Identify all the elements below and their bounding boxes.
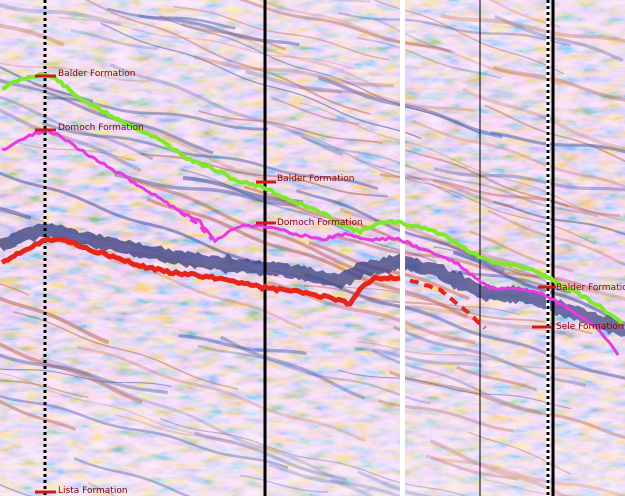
lista-horizon-line[interactable] (0, 236, 401, 307)
formation-label: Lista Formation (58, 486, 128, 496)
formation-label: Balder Formation (58, 69, 135, 79)
well-2-markers: Balder Formation Domoch Formation (256, 174, 363, 228)
well-1-markers: Balder Formation Domoch Formation Lista … (35, 69, 144, 496)
well-3-markers: Balder Formation Sele Formation (532, 283, 625, 332)
formation-label: Domoch Formation (58, 123, 144, 133)
formation-label: Balder Formation (277, 174, 354, 184)
section-gap (400, 0, 405, 496)
formation-label: Sele Formation (556, 322, 624, 332)
domoch-horizon-line[interactable] (1, 128, 620, 356)
formation-label: Domoch Formation (277, 218, 363, 228)
horizon-domoch[interactable] (1, 128, 620, 356)
horizon-lista[interactable] (0, 236, 487, 330)
domoch-horizon-line[interactable] (178, 210, 214, 241)
balder-horizon-line[interactable] (1, 72, 624, 326)
formation-label: Balder Formation (556, 283, 625, 293)
horizon-balder[interactable] (1, 72, 624, 326)
